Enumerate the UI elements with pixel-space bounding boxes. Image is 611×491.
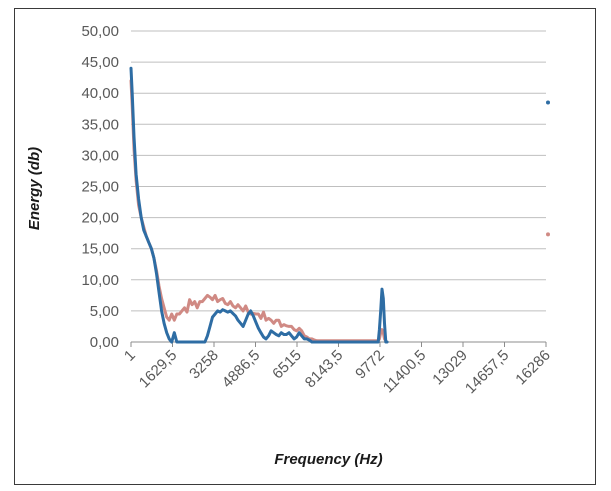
y-tick-label: 15,00 [81, 241, 119, 258]
y-tick-label: 25,00 [81, 179, 119, 196]
series-line-2 [129, 79, 388, 343]
chart-svg: 0,00 5,00 10,00 15,00 20,00 25,00 30,00 35,00 40… [26, 23, 554, 468]
x-tick-label: 16286 [512, 347, 554, 389]
gridlines [130, 30, 547, 347]
x-axis-title: Frequency (Hz) [274, 451, 382, 468]
series-line-1 [129, 66, 389, 344]
y-axis-title: Energy (db) [26, 147, 43, 230]
y-tick-label: 45,00 [81, 54, 119, 71]
x-tick-label: 8143,5 [302, 347, 346, 391]
y-tick-label: 20,00 [81, 210, 119, 227]
x-tick-label: 1 [121, 347, 139, 365]
x-tick-label: 9772 [352, 347, 388, 383]
y-tick-label: 5,00 [90, 303, 119, 320]
x-tick-label: 4886,5 [219, 347, 263, 391]
x-tick-label: 3258 [186, 347, 222, 383]
x-tick-label: 14657,5 [462, 347, 512, 397]
y-tick-label: 10,00 [81, 272, 119, 289]
x-tick-label: 6515 [269, 347, 305, 383]
x-tick-label: 1629,5 [136, 347, 180, 391]
y-tick-label: 50,00 [81, 23, 119, 40]
y-tick-labels: 0,00 5,00 10,00 15,00 20,00 25,00 30,00 35,00 40… [81, 23, 119, 351]
series-end-marker-1 [546, 100, 550, 105]
x-tick-label: 11400,5 [380, 347, 430, 397]
series-end-marker-2 [546, 232, 550, 237]
chart-frame: 0,00 5,00 10,00 15,00 20,00 25,00 30,00 35,00 40… [14, 8, 596, 485]
y-tick-label: 0,00 [90, 334, 119, 351]
series-lines [129, 66, 389, 344]
y-tick-label: 40,00 [81, 85, 119, 102]
y-tick-label: 30,00 [81, 147, 119, 164]
y-tick-label: 35,00 [81, 116, 119, 133]
overflow-markers [546, 100, 550, 237]
